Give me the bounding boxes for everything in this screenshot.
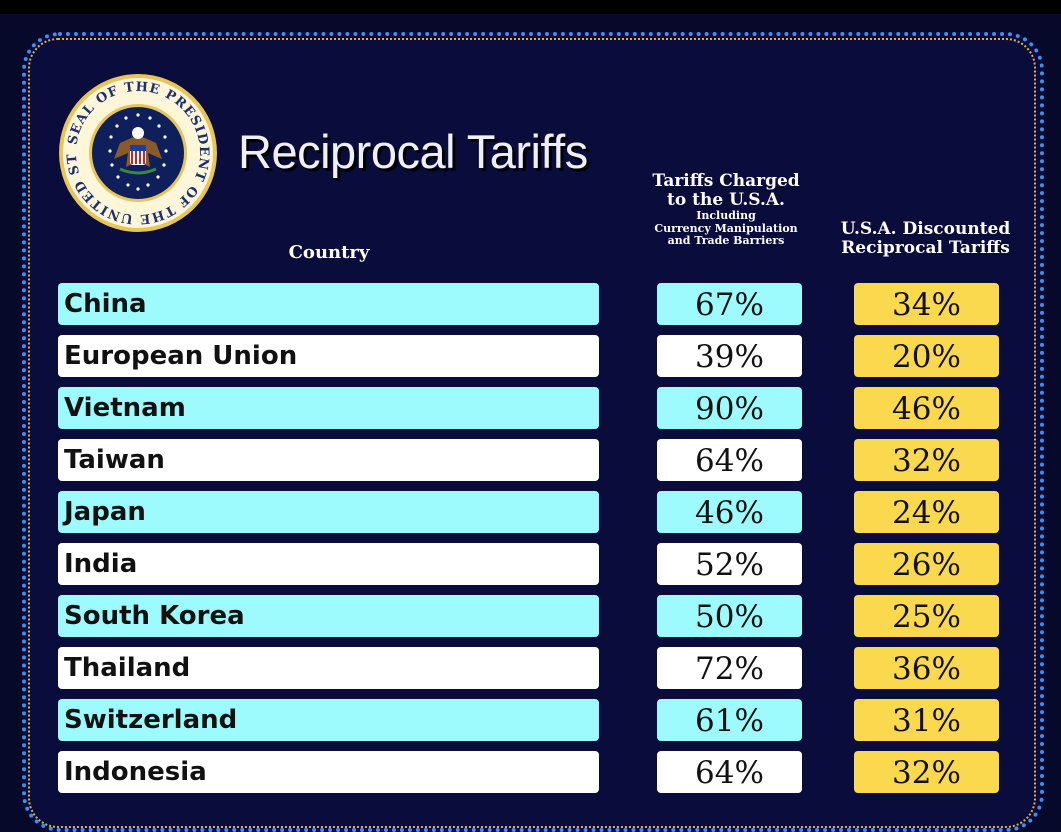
table-row: South Korea 50% 25%	[58, 595, 1018, 647]
charged-tariff-cell: 64%	[657, 751, 802, 793]
table-row: Japan 46% 24%	[58, 491, 1018, 543]
discounted-tariff-cell: 36%	[854, 647, 999, 689]
country-cell: South Korea	[58, 595, 599, 637]
table-row: China 67% 34%	[58, 283, 1018, 335]
table-row: Taiwan 64% 32%	[58, 439, 1018, 491]
discounted-tariff-cell: 20%	[854, 335, 999, 377]
country-cell: Indonesia	[58, 751, 599, 793]
header-discounted-tariffs: U.S.A. Discounted Reciprocal Tariffs	[828, 220, 1023, 258]
table-row: Indonesia 64% 32%	[58, 751, 1018, 803]
header-charged-note1: Including	[626, 210, 826, 223]
table-row: Vietnam 90% 46%	[58, 387, 1018, 439]
header-discounted-line1: U.S.A. Discounted	[828, 220, 1023, 239]
header-charged-note3: and Trade Barriers	[626, 235, 826, 248]
charged-tariff-cell: 39%	[657, 335, 802, 377]
country-cell: China	[58, 283, 599, 325]
country-cell: European Union	[58, 335, 599, 377]
presidential-seal-icon: SEAL OF THE PRESIDENT OF THE UNITED STAT…	[58, 73, 218, 233]
charged-tariff-cell: 64%	[657, 439, 802, 481]
charged-tariff-cell: 67%	[657, 283, 802, 325]
discounted-tariff-cell: 32%	[854, 751, 999, 793]
charged-tariff-cell: 46%	[657, 491, 802, 533]
discounted-tariff-cell: 31%	[854, 699, 999, 741]
charged-tariff-cell: 72%	[657, 647, 802, 689]
header-discounted-line2: Reciprocal Tariffs	[828, 239, 1023, 258]
page-title: Reciprocal Tariffs	[238, 124, 588, 179]
header-charged-line2: to the U.S.A.	[626, 191, 826, 210]
charged-tariff-cell: 90%	[657, 387, 802, 429]
country-cell: Switzerland	[58, 699, 599, 741]
discounted-tariff-cell: 46%	[854, 387, 999, 429]
discounted-tariff-cell: 25%	[854, 595, 999, 637]
country-cell: Taiwan	[58, 439, 599, 481]
charged-tariff-cell: 50%	[657, 595, 802, 637]
country-cell: Thailand	[58, 647, 599, 689]
discounted-tariff-cell: 34%	[854, 283, 999, 325]
country-cell: Vietnam	[58, 387, 599, 429]
discounted-tariff-cell: 32%	[854, 439, 999, 481]
header-charged-line1: Tariffs Charged	[626, 172, 826, 191]
table-row: Switzerland 61% 31%	[58, 699, 1018, 751]
charged-tariff-cell: 61%	[657, 699, 802, 741]
country-cell: India	[58, 543, 599, 585]
table-row: European Union 39% 20%	[58, 335, 1018, 387]
discounted-tariff-cell: 24%	[854, 491, 999, 533]
top-strip	[0, 0, 1061, 14]
header-tariffs-charged: Tariffs Charged to the U.S.A. Including …	[626, 172, 826, 248]
table-row: Thailand 72% 36%	[58, 647, 1018, 699]
discounted-tariff-cell: 26%	[854, 543, 999, 585]
tariff-table: China 67% 34% European Union 39% 20% Vie…	[58, 283, 1018, 803]
table-row: India 52% 26%	[58, 543, 1018, 595]
charged-tariff-cell: 52%	[657, 543, 802, 585]
header-country: Country	[259, 243, 399, 263]
country-cell: Japan	[58, 491, 599, 533]
